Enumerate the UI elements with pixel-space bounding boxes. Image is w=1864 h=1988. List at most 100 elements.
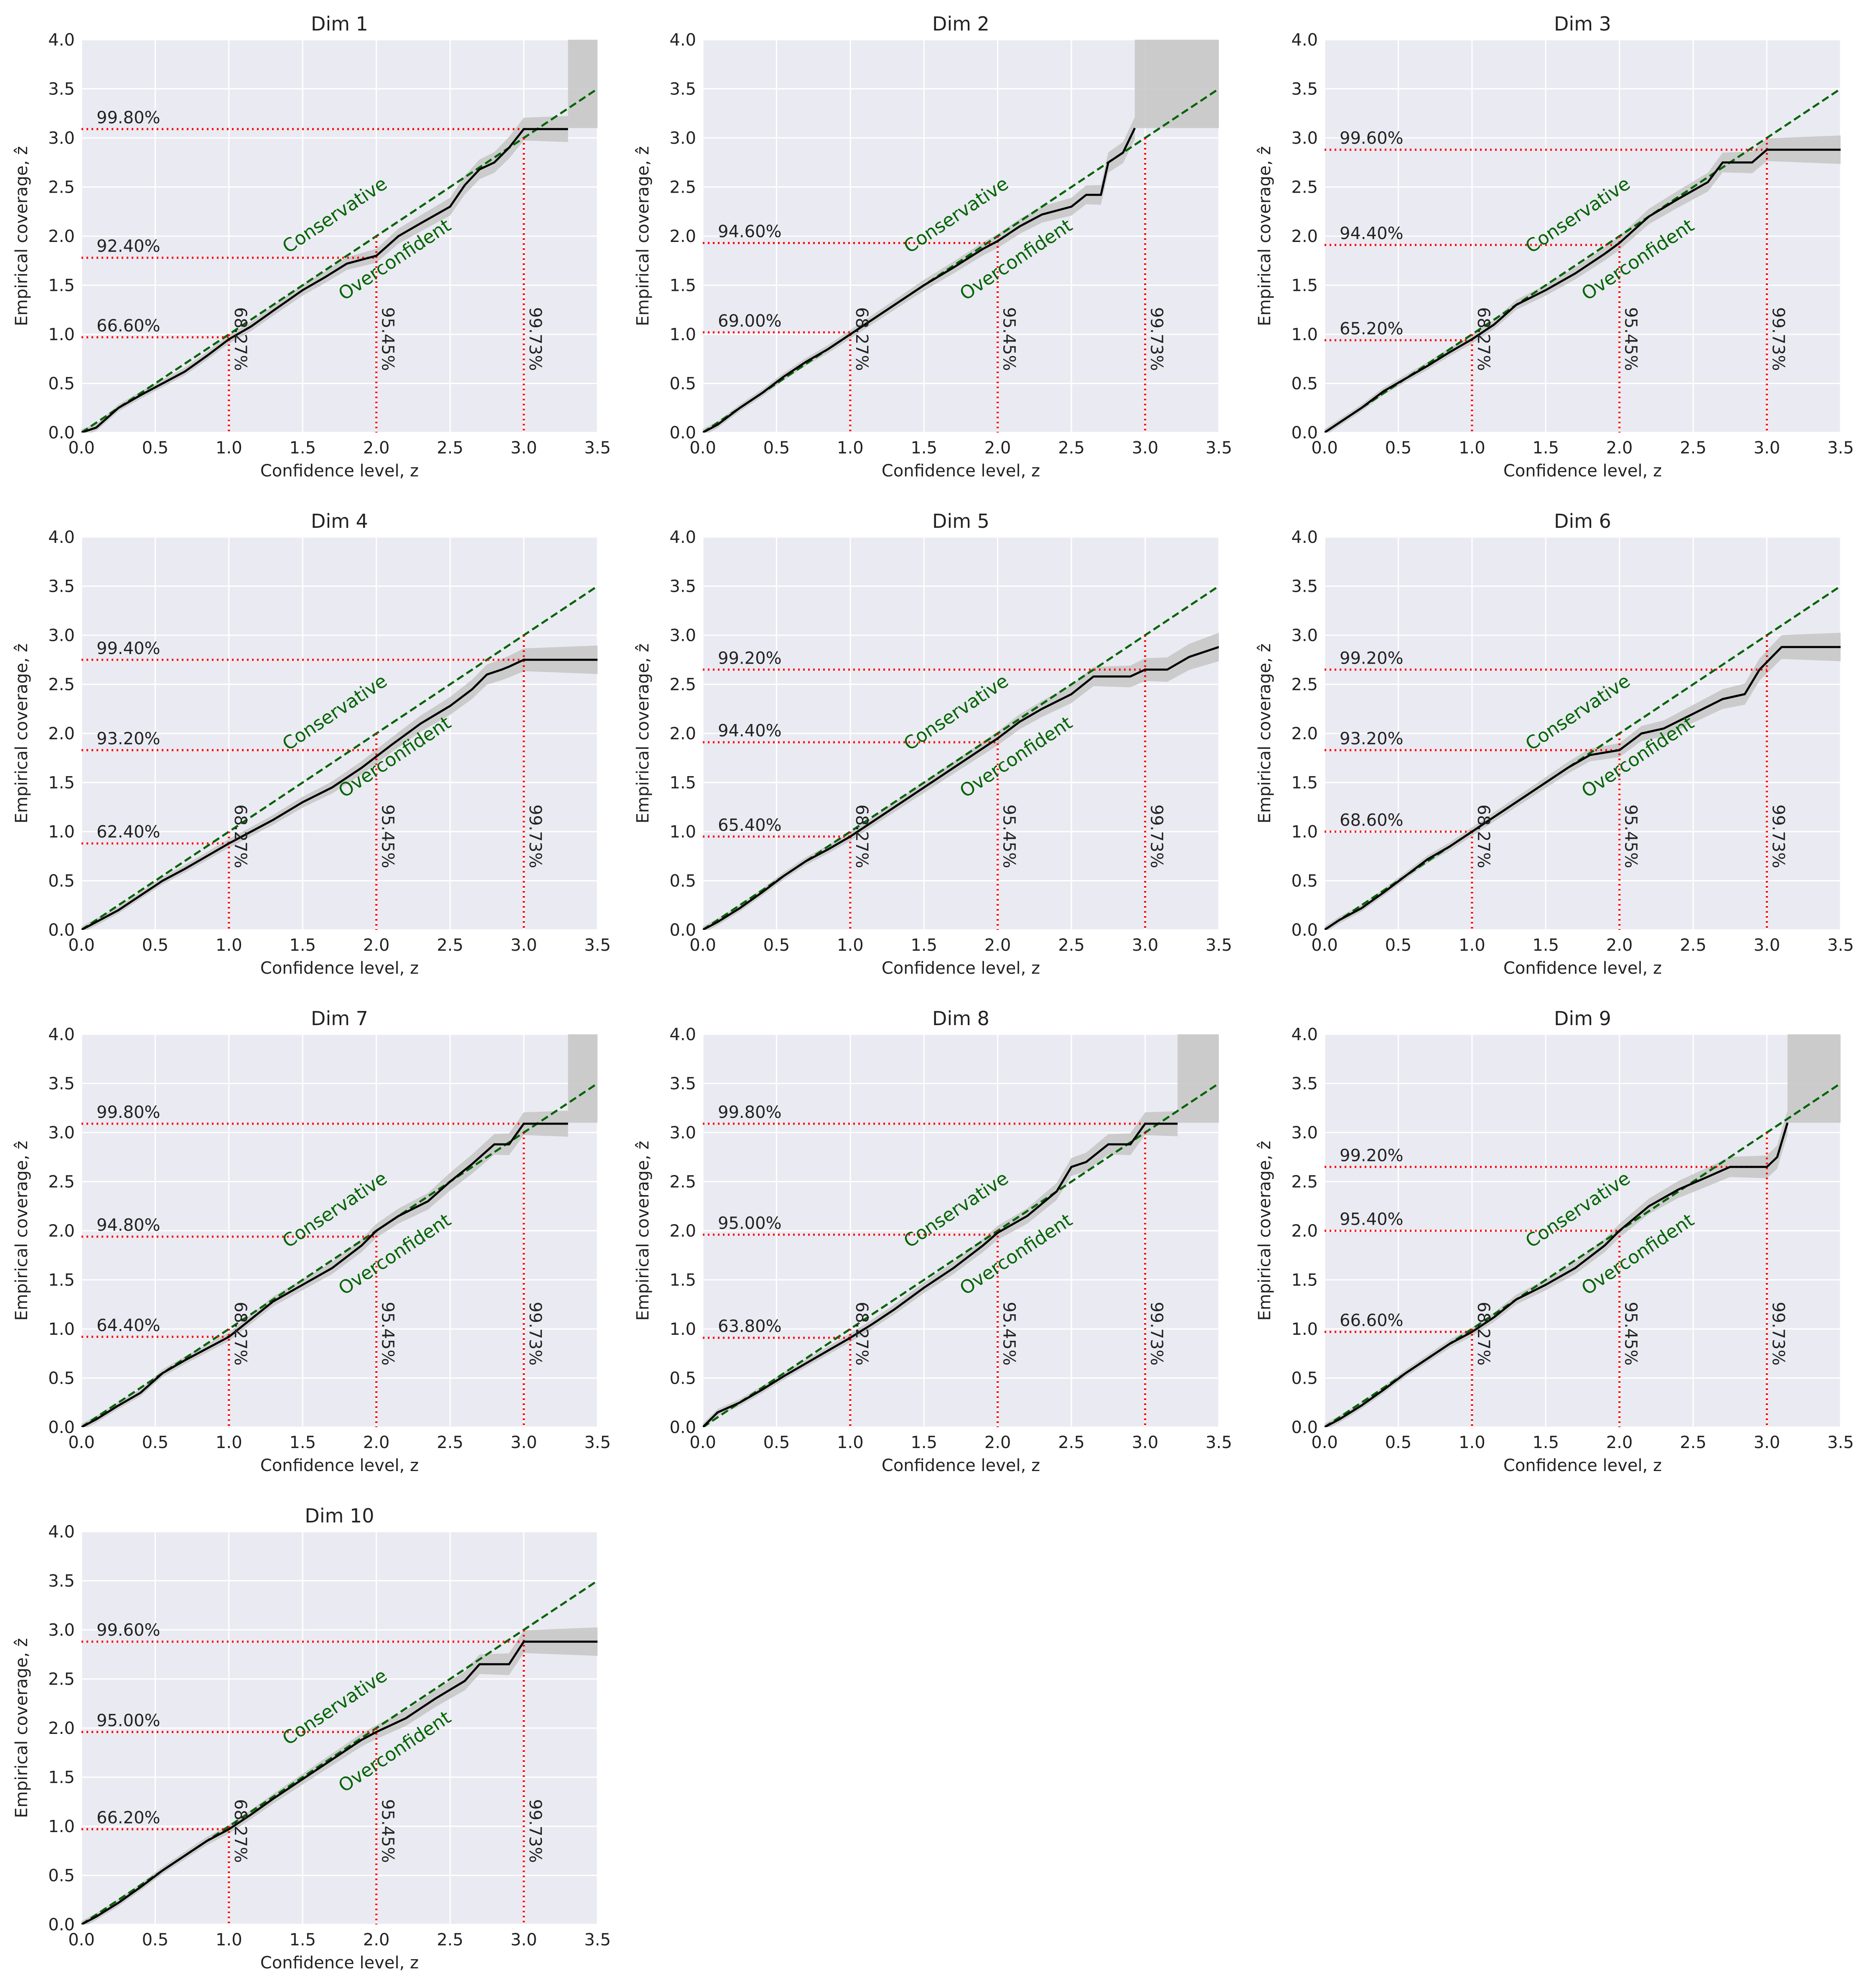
y-tick-label: 3.5 (669, 1074, 696, 1094)
plot-area (1325, 88, 1841, 433)
x-tick-label: 0.0 (1311, 438, 1338, 458)
plot-area (81, 1580, 598, 1924)
y-tick-label: 1.5 (48, 774, 75, 793)
x-tick-label: 0.5 (763, 936, 790, 955)
y-tick-label: 0.5 (48, 1369, 75, 1388)
chart-panel-6: 68.27% 95.45% 99.73%68.60%93.20%99.20%Cons… (1255, 510, 1854, 978)
x-axis-label: Confidence level, z (260, 461, 419, 481)
reference-level-label: 95.45% (378, 1302, 397, 1366)
x-tick-label: 2.0 (984, 936, 1011, 955)
observed-coverage-line (703, 1123, 1178, 1427)
plot-area (703, 585, 1219, 930)
x-tick-label: 1.5 (289, 936, 316, 955)
y-tick-label: 2.0 (1291, 724, 1318, 743)
x-tick-label: 0.5 (142, 1930, 169, 1950)
reference-level-label: 99.73% (526, 1302, 545, 1366)
reference-level-label: 95.45% (999, 804, 1019, 868)
y-tick-label: 4.0 (48, 31, 75, 50)
x-tick-label: 3.0 (511, 936, 537, 955)
x-tick-label: 2.0 (363, 936, 390, 955)
y-tick-label: 4.0 (48, 528, 75, 547)
chart-title: Dim 2 (932, 13, 989, 35)
x-tick-label: 3.5 (584, 438, 611, 458)
reference-level-label: 99.73% (1769, 1302, 1788, 1366)
chart-panel-9: 68.27% 95.45% 99.73%66.60%95.40%99.20%Cons… (1255, 1007, 1854, 1475)
y-tick-label: 3.5 (48, 577, 75, 596)
reference-level-label: 95.45% (1621, 804, 1640, 868)
x-tick-label: 3.5 (1205, 936, 1232, 955)
reference-level-label: 99.73% (1147, 804, 1166, 868)
x-tick-label: 1.0 (1459, 1433, 1485, 1452)
observed-level-label: 62.40% (97, 822, 160, 842)
y-tick-label: 0.5 (48, 1866, 75, 1886)
reference-level-label: 68.27% (231, 804, 250, 868)
x-axis-label: Confidence level, z (882, 461, 1040, 481)
chart-panel-10: 68.27% 95.45% 99.73%66.20%95.00%99.60%Cons… (12, 1504, 611, 1973)
y-tick-label: 3.5 (48, 80, 75, 99)
x-axis-label: Confidence level, z (260, 959, 419, 978)
x-tick-label: 3.5 (1827, 936, 1854, 955)
x-tick-label: 3.0 (511, 1433, 537, 1452)
observed-level-label: 99.80% (718, 1103, 782, 1122)
y-tick-label: 1.0 (669, 822, 696, 842)
observed-level-label: 63.80% (718, 1317, 782, 1336)
reference-level-label: 99.73% (1769, 307, 1788, 371)
y-tick-label: 4.0 (669, 31, 696, 50)
x-tick-label: 1.5 (1532, 1433, 1559, 1452)
plot-area (81, 585, 598, 930)
x-tick-label: 0.0 (689, 438, 716, 458)
reference-level-label: 99.73% (526, 1799, 545, 1863)
uncertainty-band (81, 645, 598, 930)
chart-panel-8: 68.27% 95.45% 99.73%63.80%95.00%99.80%Cons… (633, 1007, 1232, 1475)
y-tick-label: 1.5 (48, 1768, 75, 1787)
x-tick-label: 0.0 (689, 1433, 716, 1452)
observed-level-label: 99.20% (718, 649, 782, 668)
plot-area (1325, 1034, 1841, 1427)
plot-area (703, 1034, 1219, 1427)
plot-area (81, 40, 598, 433)
x-tick-label: 0.5 (1385, 1433, 1412, 1452)
x-axis-label: Confidence level, z (882, 959, 1040, 978)
reference-level-label: 99.73% (1769, 804, 1788, 868)
x-tick-label: 1.5 (910, 1433, 937, 1452)
y-tick-label: 4.0 (1291, 1025, 1318, 1044)
x-tick-label: 2.0 (363, 1433, 390, 1452)
reference-level-label: 99.73% (526, 804, 545, 868)
reference-level-label: 68.27% (1474, 307, 1493, 371)
x-axis-label: Confidence level, z (260, 1456, 419, 1475)
x-tick-label: 1.0 (1459, 438, 1485, 458)
x-tick-label: 2.0 (363, 1930, 390, 1950)
x-tick-label: 2.0 (1606, 438, 1633, 458)
x-tick-label: 3.0 (511, 438, 537, 458)
reference-level-label: 95.45% (378, 804, 397, 868)
y-axis-label: Empirical coverage, ẑ (633, 644, 653, 824)
y-tick-label: 2.5 (48, 1670, 75, 1689)
y-tick-label: 2.0 (48, 724, 75, 743)
uncertainty-band (1325, 633, 1841, 930)
chart-title: Dim 1 (311, 13, 368, 35)
calibration-reference-line (81, 585, 598, 930)
y-tick-label: 1.5 (1291, 774, 1318, 793)
x-tick-label: 3.5 (1827, 438, 1854, 458)
observed-level-label: 99.60% (1340, 129, 1404, 148)
uncertainty-band (703, 40, 1219, 433)
x-tick-label: 0.5 (763, 1433, 790, 1452)
y-tick-label: 2.5 (669, 178, 696, 197)
chart-panel-1: 68.27% 95.45% 99.73%66.60%92.40%99.80%Cons… (12, 13, 611, 481)
y-tick-label: 3.5 (669, 80, 696, 99)
y-tick-label: 2.0 (669, 227, 696, 246)
x-tick-label: 2.5 (1680, 1433, 1706, 1452)
y-tick-label: 3.0 (48, 626, 75, 645)
observed-level-label: 64.40% (97, 1316, 160, 1335)
observed-level-label: 69.00% (718, 311, 782, 331)
y-axis-label: Empirical coverage, ẑ (12, 1638, 31, 1818)
chart-title: Dim 6 (1554, 510, 1611, 532)
x-axis-label: Confidence level, z (1503, 959, 1662, 978)
x-tick-label: 0.5 (1385, 438, 1412, 458)
y-tick-label: 2.0 (48, 1719, 75, 1738)
x-tick-label: 3.5 (584, 1433, 611, 1452)
observed-level-label: 93.20% (97, 729, 160, 748)
x-tick-label: 0.5 (1385, 936, 1412, 955)
x-tick-label: 1.0 (216, 1433, 242, 1452)
observed-coverage-line (81, 128, 568, 433)
